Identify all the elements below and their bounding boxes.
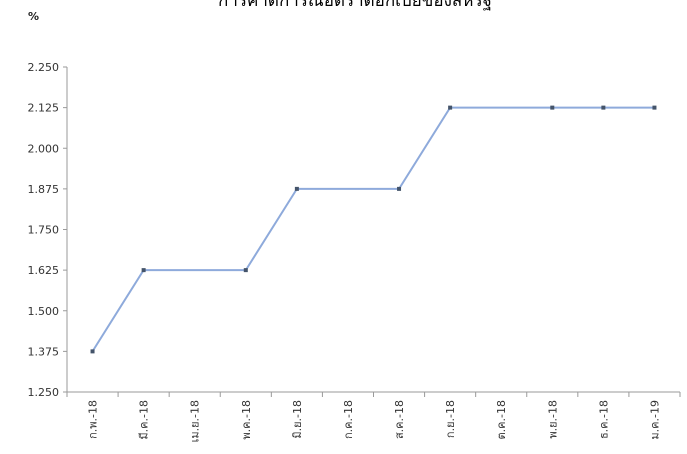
data-point xyxy=(294,186,299,191)
y-tick-label: 1.375 xyxy=(28,345,60,358)
data-point xyxy=(448,105,453,110)
data-point xyxy=(601,105,606,110)
y-tick-label: 1.750 xyxy=(28,224,60,237)
x-tick-label: เม.ย.-18 xyxy=(189,400,202,442)
x-tick-label: พ.ค.-18 xyxy=(240,400,253,440)
x-tick-label: ส.ค.-18 xyxy=(393,400,406,439)
x-tick-label: พ.ย.-18 xyxy=(546,400,559,439)
y-tick-label: 1.875 xyxy=(28,183,60,196)
data-point xyxy=(141,268,146,273)
x-tick-label: ก.ค.-18 xyxy=(342,400,355,439)
chart-title: การคาดการณ์อัตราดอกเบี้ยของสหรัฐ xyxy=(218,0,492,11)
x-tick-label: มิ.ย.-18 xyxy=(291,400,304,439)
x-tick-label: ธ.ค.-18 xyxy=(597,400,610,439)
y-axis: 2.250 2.125 2.000 1.875 1.750 1.625 1.500 1.375… xyxy=(28,61,68,399)
y-tick-label: 1.500 xyxy=(28,305,60,318)
series-layer xyxy=(90,105,657,354)
x-tick-label: ม.ค.-19 xyxy=(648,400,661,440)
x-tick-label: ต.ค.-18 xyxy=(495,400,508,439)
data-point xyxy=(397,186,402,191)
data-point xyxy=(243,268,248,273)
x-tick-label: ก.พ.-18 xyxy=(87,400,100,439)
data-point xyxy=(550,105,555,110)
y-tick-label: 2.000 xyxy=(28,142,60,155)
x-axis: ก.พ.-18 มี.ค.-18 เม.ย.-18 พ.ค.-18 มิ.ย.-18 ก.… xyxy=(66,391,681,442)
data-point xyxy=(652,105,657,110)
x-tick-label: ก.ย.-18 xyxy=(444,400,457,438)
y-tick-label: 1.625 xyxy=(28,264,60,277)
y-axis-unit-label: % xyxy=(28,10,39,23)
y-tick-label: 2.250 xyxy=(28,61,60,74)
y-tick-label: 1.250 xyxy=(28,386,60,399)
series-line xyxy=(91,106,655,352)
x-tick-label: มี.ค.-18 xyxy=(138,400,151,440)
y-tick-label: 2.125 xyxy=(28,102,60,115)
data-point xyxy=(90,349,95,354)
